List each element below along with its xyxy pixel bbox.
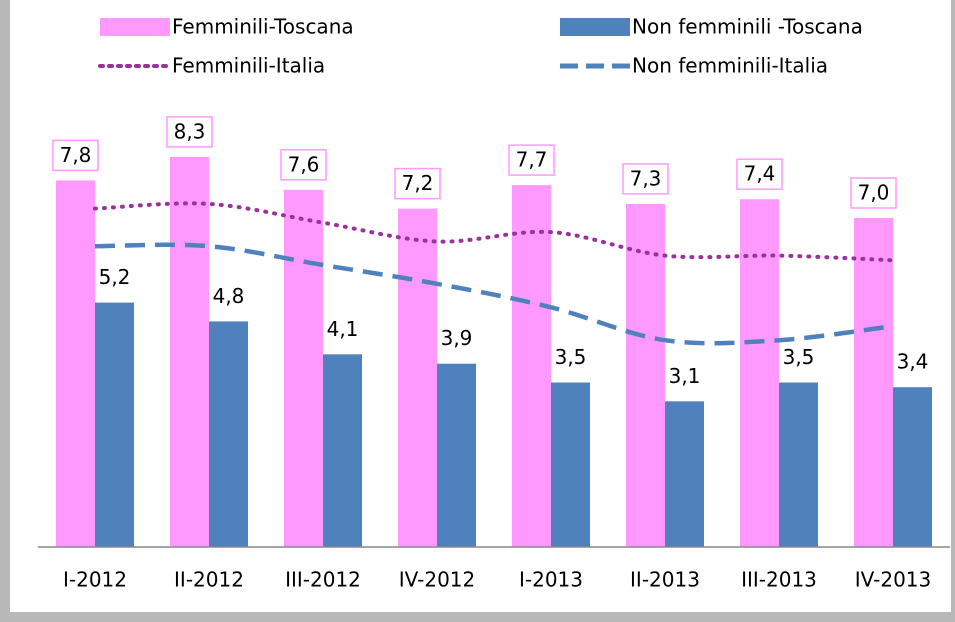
data-label: 4,1 <box>327 317 359 341</box>
bar <box>779 382 818 547</box>
data-label-box <box>850 177 897 209</box>
bar <box>209 321 248 547</box>
x-tick-label: II-2013 <box>630 568 700 592</box>
data-label: 3,5 <box>783 345 815 369</box>
data-label: 7,7 <box>516 148 548 172</box>
data-label: 8,3 <box>174 119 206 143</box>
bar <box>284 189 323 548</box>
data-label-box <box>394 167 441 200</box>
data-label: 4,8 <box>213 284 245 308</box>
data-label-box <box>622 163 669 195</box>
x-tick-label: I-2013 <box>519 568 583 592</box>
bar <box>398 208 437 547</box>
data-label: 3,4 <box>897 350 929 374</box>
bar <box>437 363 476 547</box>
bar <box>893 387 932 547</box>
data-label: 7,0 <box>858 181 890 205</box>
data-label-box <box>736 158 783 190</box>
data-label: 7,2 <box>402 171 434 195</box>
data-label: 7,3 <box>630 166 662 190</box>
data-label-box <box>280 149 327 181</box>
bar <box>626 203 665 547</box>
bar <box>551 382 590 547</box>
data-label: 7,8 <box>60 143 92 167</box>
data-label: 5,2 <box>99 265 131 289</box>
legend-label: Femminili-Toscana <box>172 15 354 39</box>
x-tick-label: III-2012 <box>285 568 361 592</box>
data-label: 3,1 <box>669 364 701 388</box>
x-tick-label: IV-2012 <box>399 568 476 592</box>
data-label: 3,5 <box>555 345 587 369</box>
data-label-box <box>508 144 555 176</box>
legend-label: Non femminili -Toscana <box>632 15 863 39</box>
bar <box>95 302 134 547</box>
line-series <box>94 242 894 346</box>
legend-swatch <box>100 18 170 36</box>
bar <box>323 354 362 547</box>
data-label: 7,6 <box>288 152 320 176</box>
x-tick-label: IV-2013 <box>855 568 932 592</box>
data-label-box <box>52 139 99 172</box>
bar <box>170 156 209 547</box>
bar <box>854 218 893 547</box>
x-tick-label: II-2012 <box>174 568 244 592</box>
legend-swatch <box>560 18 630 36</box>
legend-label: Femminili-Italia <box>172 54 325 78</box>
data-label-box <box>166 116 213 148</box>
bar <box>740 199 779 547</box>
bar <box>56 180 95 547</box>
data-label: 3,9 <box>441 326 473 350</box>
x-tick-label: III-2013 <box>741 568 817 592</box>
bar <box>665 401 704 547</box>
legend-label: Non femminili-Italia <box>632 54 828 78</box>
bar <box>512 185 551 547</box>
line-series <box>93 201 895 263</box>
data-label: 7,4 <box>744 162 776 186</box>
x-tick-label: I-2012 <box>63 568 127 592</box>
